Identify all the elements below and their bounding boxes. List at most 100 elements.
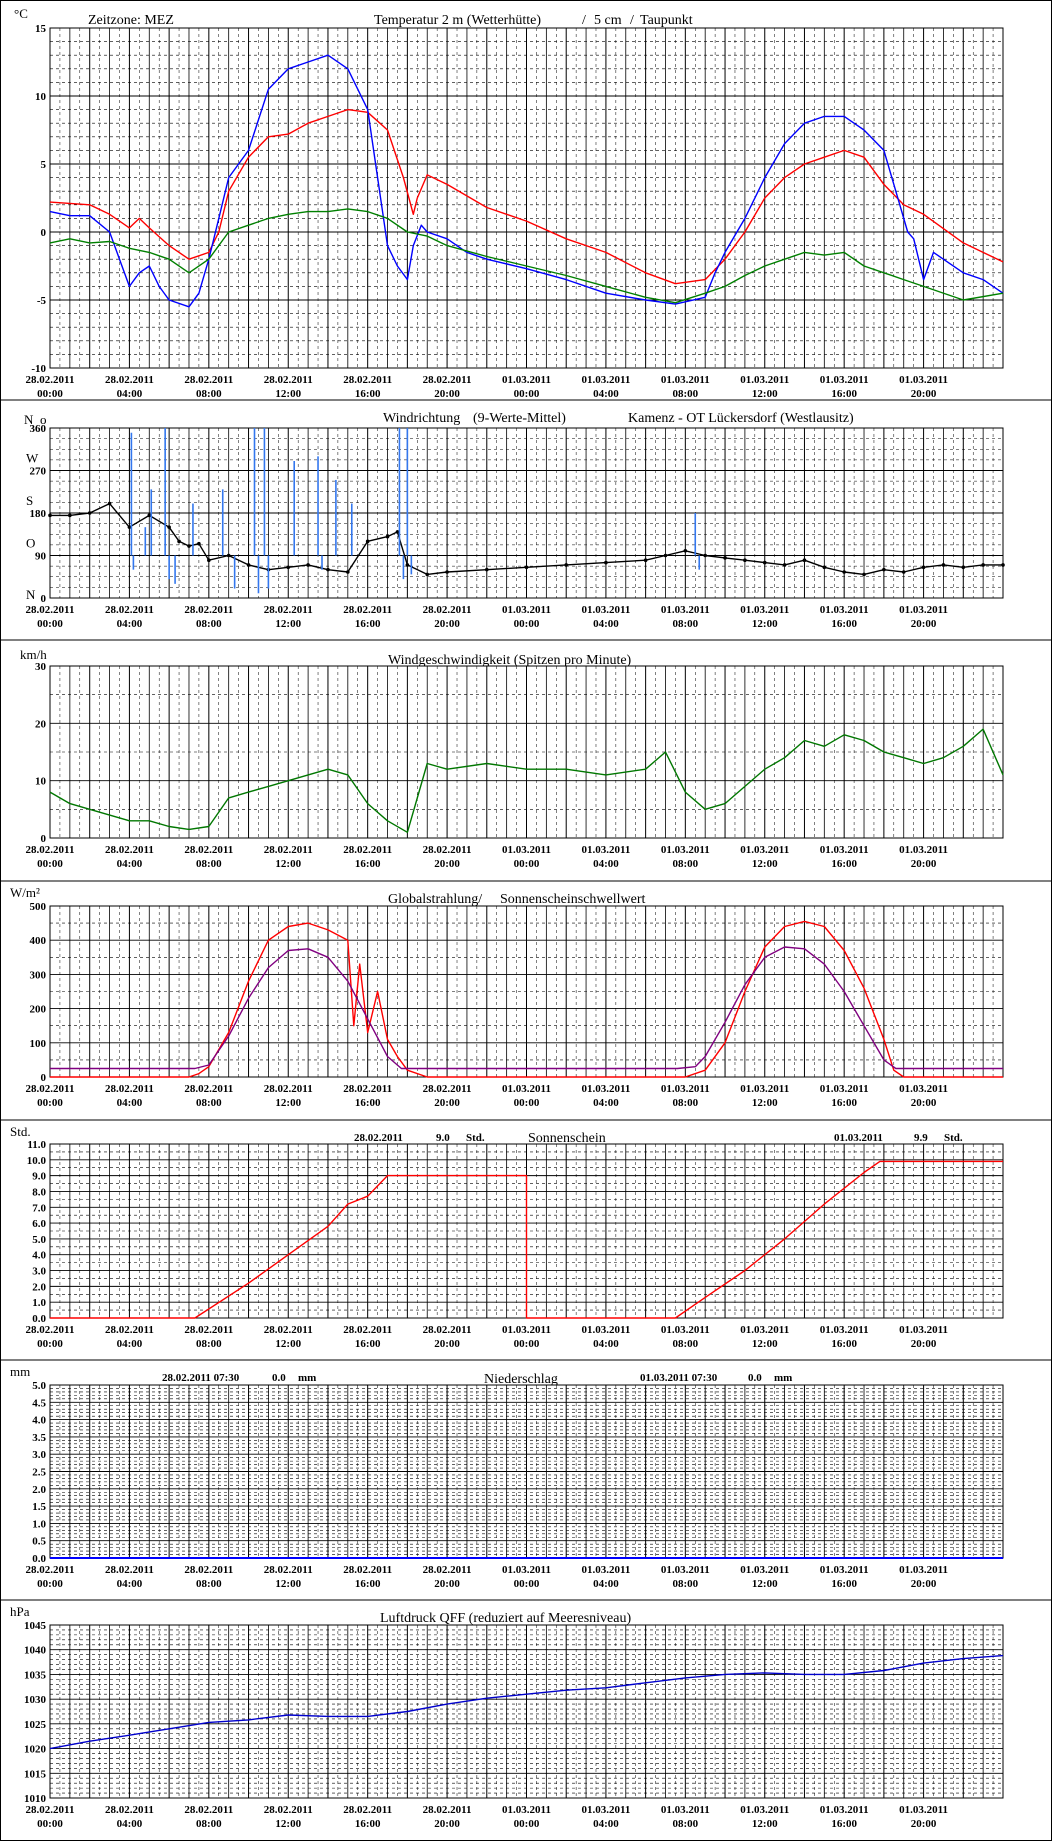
y-tick-label: 1030 xyxy=(24,1694,47,1706)
x-tick-date: 28.02.2011 xyxy=(26,1083,75,1095)
radiation-title: Globalstrahlung/ xyxy=(388,892,482,907)
x-tick-date: 01.03.2011 xyxy=(502,844,551,856)
pressure-ylabel: hPa xyxy=(10,1604,30,1619)
y-tick-label: 2.5 xyxy=(32,1467,46,1479)
wind-direction-point xyxy=(48,513,52,518)
x-tick-time: 20:00 xyxy=(434,1338,460,1350)
precip-day1-unit: mm xyxy=(298,1372,316,1384)
wind-direction-point xyxy=(405,563,410,567)
wind-direction-point xyxy=(961,565,966,570)
wind-speed-panel: km/h Windgeschwindigkeit (Spitzen pro Mi… xyxy=(20,647,1004,870)
x-tick-date: 28.02.2011 xyxy=(264,1324,313,1336)
wind-direction-point xyxy=(127,525,132,529)
x-tick-date: 28.02.2011 xyxy=(184,1564,233,1576)
x-tick-time: 16:00 xyxy=(355,1578,381,1590)
wind-direction-point xyxy=(68,513,72,518)
x-tick-date: 01.03.2011 xyxy=(899,374,948,386)
x-tick-date: 01.03.2011 xyxy=(581,374,630,386)
x-tick-time: 20:00 xyxy=(911,618,937,630)
x-tick-date: 28.02.2011 xyxy=(423,1804,472,1816)
wind-direction-point xyxy=(207,558,211,563)
x-tick-date: 01.03.2011 xyxy=(820,604,869,616)
y-tick-label: 90 xyxy=(35,551,47,563)
y-tick-label: 8.0 xyxy=(32,1186,46,1198)
y-tick-label: 0.0 xyxy=(32,1553,46,1565)
wind-direction-point xyxy=(743,558,747,563)
x-tick-time: 20:00 xyxy=(434,858,460,870)
x-tick-date: 01.03.2011 xyxy=(661,1804,710,1816)
sunshine-day1-date: 28.02.2011 xyxy=(354,1132,403,1144)
x-tick-date: 01.03.2011 xyxy=(740,1804,789,1816)
temperature-title-sep2: / xyxy=(630,13,634,28)
y-tick-label: 1025 xyxy=(24,1719,47,1731)
wind-speed-ylabel: km/h xyxy=(20,647,47,662)
y-tick-label: 4.5 xyxy=(32,1397,46,1409)
sunshine-day2-unit: Std. xyxy=(944,1132,963,1144)
x-tick-date: 28.02.2011 xyxy=(264,604,313,616)
y-tick-label: 200 xyxy=(30,1004,47,1016)
x-tick-time: 04:00 xyxy=(593,388,619,400)
x-tick-date: 28.02.2011 xyxy=(105,374,154,386)
wind-direction-point xyxy=(643,558,648,563)
y-tick-label: 1015 xyxy=(24,1768,47,1780)
x-tick-time: 04:00 xyxy=(117,1578,143,1590)
temperature-title-sep1: / xyxy=(582,13,586,28)
pressure-panel: hPa Luftdruck QFF (reduziert auf Meeresn… xyxy=(10,1604,1004,1830)
sunshine-day2-date: 01.03.2011 xyxy=(834,1132,883,1144)
wind-direction-point xyxy=(782,563,787,567)
y-tick-label: 100 xyxy=(30,1038,47,1050)
radiation-ylabel: W/m² xyxy=(10,885,40,900)
x-tick-time: 04:00 xyxy=(117,388,143,400)
x-tick-date: 01.03.2011 xyxy=(899,1804,948,1816)
x-tick-time: 16:00 xyxy=(355,618,381,630)
x-tick-time: 00:00 xyxy=(37,388,63,400)
x-tick-date: 01.03.2011 xyxy=(661,374,710,386)
y-tick-label: 1040 xyxy=(24,1645,47,1657)
wind-direction-ylabel: N xyxy=(24,412,34,427)
x-tick-time: 00:00 xyxy=(514,1097,540,1109)
y-tick-label: 2.0 xyxy=(32,1484,46,1496)
wind-direction-point xyxy=(395,530,400,534)
x-tick-time: 12:00 xyxy=(275,1338,301,1350)
x-tick-time: 04:00 xyxy=(117,1818,143,1830)
x-tick-date: 01.03.2011 xyxy=(740,374,789,386)
y-tick-label: 270 xyxy=(30,466,47,478)
x-tick-date: 01.03.2011 xyxy=(899,1564,948,1576)
y-tick-label: 1010 xyxy=(24,1793,47,1805)
y-tick-label: 7.0 xyxy=(32,1202,46,1214)
wind-direction-point xyxy=(683,548,688,553)
wind-direction-title-avg: (9-Werte-Mittel) xyxy=(473,411,566,426)
timezone-label: Zeitzone: MEZ xyxy=(88,13,174,28)
y-tick-label: 1035 xyxy=(24,1669,47,1681)
x-tick-time: 20:00 xyxy=(911,388,937,400)
x-tick-time: 08:00 xyxy=(196,618,222,630)
x-tick-time: 04:00 xyxy=(593,1097,619,1109)
x-tick-date: 01.03.2011 xyxy=(820,1324,869,1336)
compass-label: S xyxy=(26,493,33,508)
y-tick-label: 15 xyxy=(35,23,47,35)
wind-direction-point xyxy=(802,558,807,563)
sunshine-day1-unit: Std. xyxy=(466,1132,485,1144)
x-tick-time: 16:00 xyxy=(355,388,381,400)
wind-direction-point xyxy=(306,563,310,567)
x-tick-time: 04:00 xyxy=(117,1097,143,1109)
series-line-temperature-1 xyxy=(49,54,1004,308)
y-tick-label: -10 xyxy=(31,363,46,375)
wind-direction-point xyxy=(87,511,92,515)
x-tick-date: 01.03.2011 xyxy=(740,1564,789,1576)
x-tick-date: 28.02.2011 xyxy=(26,604,75,616)
y-tick-label: 10.0 xyxy=(27,1155,47,1167)
x-tick-date: 01.03.2011 xyxy=(661,604,710,616)
x-tick-time: 00:00 xyxy=(514,618,540,630)
x-tick-date: 01.03.2011 xyxy=(820,1083,869,1095)
x-tick-time: 00:00 xyxy=(514,1578,540,1590)
x-tick-date: 01.03.2011 xyxy=(899,1324,948,1336)
y-tick-label: 0 xyxy=(41,1072,47,1084)
x-tick-time: 04:00 xyxy=(593,1578,619,1590)
x-tick-date: 01.03.2011 xyxy=(740,844,789,856)
x-tick-time: 00:00 xyxy=(514,388,540,400)
wind-direction-point xyxy=(246,563,251,567)
wind-direction-point xyxy=(385,534,390,539)
x-tick-date: 01.03.2011 xyxy=(502,1804,551,1816)
x-tick-time: 16:00 xyxy=(355,1097,381,1109)
